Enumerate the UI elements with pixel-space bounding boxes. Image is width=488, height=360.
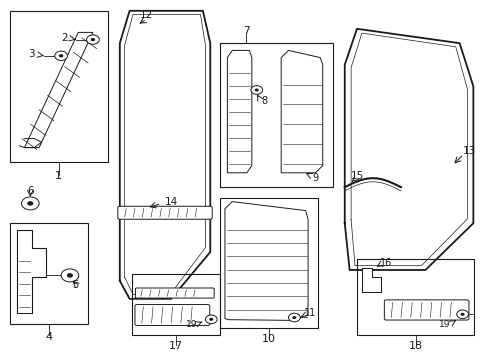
Polygon shape <box>361 268 381 292</box>
Bar <box>132 274 220 335</box>
Text: 11: 11 <box>304 308 316 318</box>
Text: 19: 19 <box>186 320 198 329</box>
Circle shape <box>292 316 296 319</box>
Circle shape <box>55 51 67 60</box>
Text: 8: 8 <box>261 96 266 106</box>
Polygon shape <box>224 202 307 320</box>
Circle shape <box>460 313 464 316</box>
Circle shape <box>250 86 262 94</box>
Bar <box>10 223 88 324</box>
Circle shape <box>456 310 468 319</box>
FancyBboxPatch shape <box>135 288 214 298</box>
Bar <box>220 198 317 328</box>
Bar <box>356 259 473 335</box>
Polygon shape <box>227 50 251 173</box>
Text: 13: 13 <box>462 146 475 156</box>
Polygon shape <box>17 230 46 313</box>
Text: 18: 18 <box>408 341 422 351</box>
Text: 14: 14 <box>164 197 178 207</box>
Circle shape <box>209 318 213 321</box>
Bar <box>220 43 332 187</box>
Circle shape <box>27 201 33 206</box>
FancyBboxPatch shape <box>384 300 468 320</box>
Text: 3: 3 <box>28 49 35 59</box>
Text: 4: 4 <box>45 332 52 342</box>
Text: 5: 5 <box>73 280 79 290</box>
Text: 2: 2 <box>61 33 68 43</box>
Polygon shape <box>24 32 93 148</box>
Text: 15: 15 <box>349 171 363 181</box>
Circle shape <box>21 197 39 210</box>
Text: 12: 12 <box>140 10 153 21</box>
Circle shape <box>86 35 99 44</box>
Text: 9: 9 <box>312 173 318 183</box>
Circle shape <box>61 269 79 282</box>
Circle shape <box>90 38 95 41</box>
Text: 10: 10 <box>262 334 275 345</box>
Circle shape <box>59 54 63 58</box>
Circle shape <box>205 315 217 324</box>
Circle shape <box>254 89 258 91</box>
FancyBboxPatch shape <box>135 305 209 325</box>
Text: 16: 16 <box>379 258 392 268</box>
FancyBboxPatch shape <box>118 206 212 219</box>
Polygon shape <box>281 50 322 173</box>
Text: 1: 1 <box>55 171 62 181</box>
Text: 7: 7 <box>242 26 249 36</box>
Circle shape <box>67 273 73 278</box>
Circle shape <box>288 313 300 322</box>
Text: 17: 17 <box>169 341 183 351</box>
Bar <box>10 11 107 162</box>
Text: 6: 6 <box>27 186 34 196</box>
Text: 19: 19 <box>438 320 450 329</box>
